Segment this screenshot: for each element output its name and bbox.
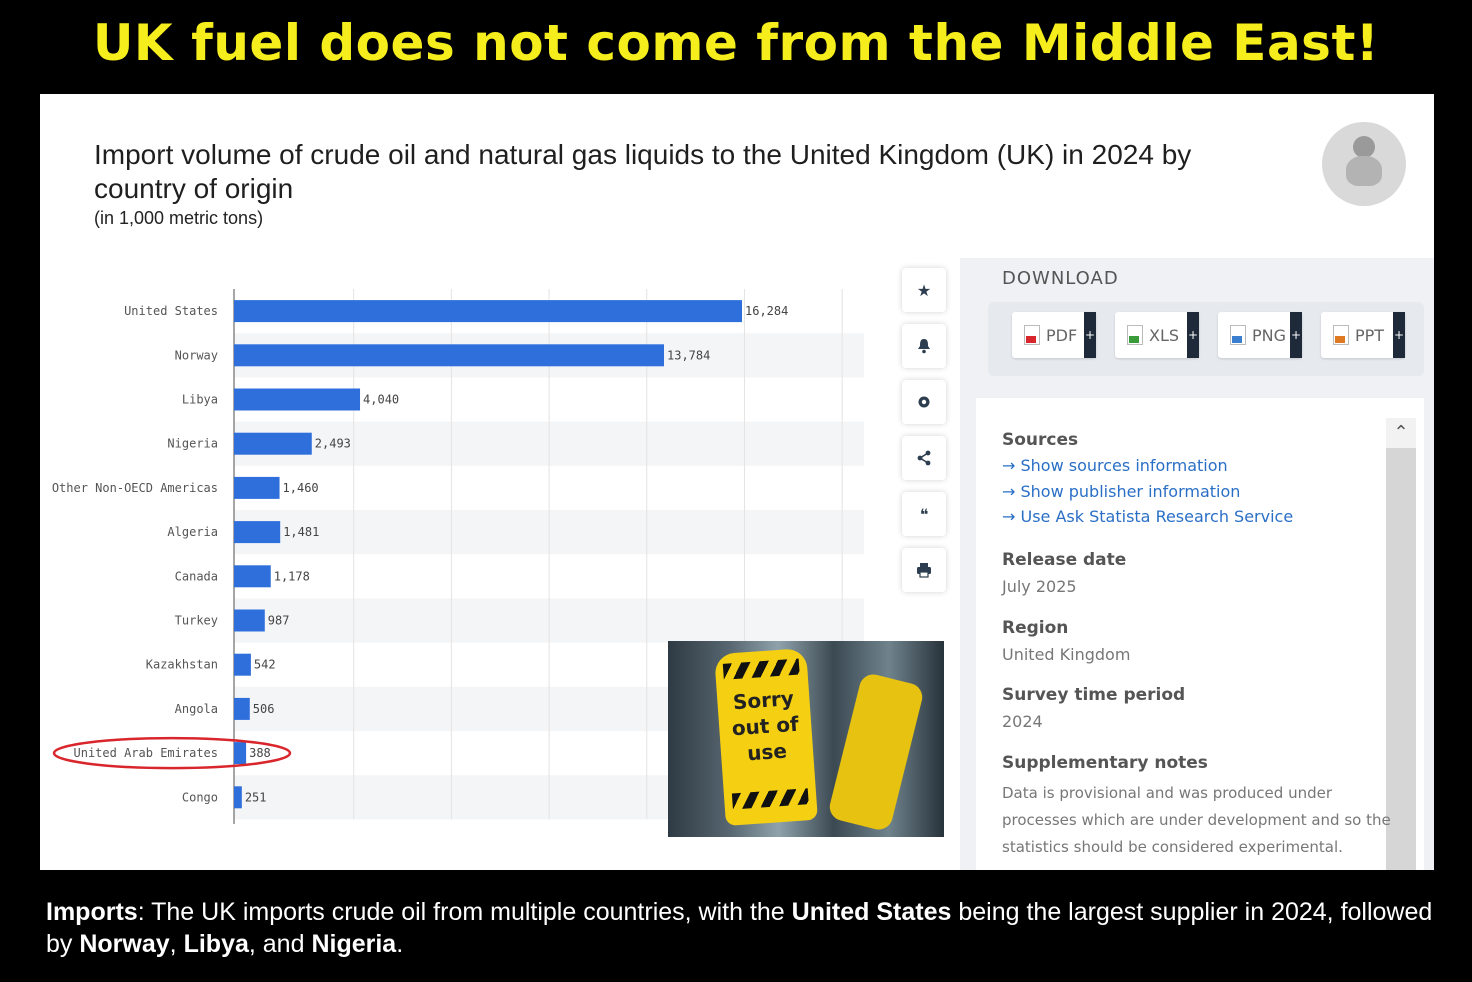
region-value: United Kingdom [1002, 645, 1131, 664]
plus-icon: + [1393, 312, 1405, 358]
region-heading: Region [1002, 618, 1069, 638]
chart-title: Import volume of crude oil and natural g… [94, 139, 1192, 204]
download-buttons: PDF + XLS + PNG + PPT + [988, 302, 1424, 376]
print-icon[interactable] [902, 548, 946, 592]
link-research-service[interactable]: → Use Ask Statista Research Service [1002, 507, 1294, 526]
category-label: Congo [182, 790, 218, 804]
survey-heading: Survey time period [1002, 685, 1186, 705]
chart-subtitle: (in 1,000 metric tons) [94, 208, 264, 228]
download-png-button[interactable]: PNG + [1218, 312, 1302, 358]
chart-toolbar: ★ ❝ [902, 268, 946, 604]
category-label: Algeria [167, 525, 218, 539]
value-label: 542 [254, 658, 276, 672]
download-title: DOWNLOAD [1002, 268, 1119, 289]
bar-congo[interactable] [234, 786, 242, 809]
quote-icon[interactable]: ❝ [902, 492, 946, 536]
fuel-pump-photo: Sorry out of use [668, 641, 944, 837]
second-sign [826, 671, 926, 833]
pdf-file-icon [1024, 325, 1040, 345]
link-sources-info[interactable]: → Show sources information [1002, 456, 1228, 475]
category-label: Norway [175, 348, 218, 362]
side-panel: DOWNLOAD PDF + XLS + PNG + PPT + [960, 258, 1434, 870]
scrollbar[interactable]: ⌃ [1386, 418, 1416, 870]
category-label: Canada [175, 569, 218, 583]
category-label: Nigeria [167, 437, 218, 451]
bell-icon[interactable] [902, 324, 946, 368]
bar-angola[interactable] [234, 697, 250, 720]
chevron-up-icon[interactable]: ⌃ [1386, 418, 1416, 448]
gear-icon[interactable] [902, 380, 946, 424]
value-label: 2,493 [315, 437, 351, 451]
chart-panel: Import volume of crude oil and natural g… [40, 94, 1434, 870]
png-file-icon [1230, 325, 1246, 345]
plus-icon: + [1290, 312, 1302, 358]
category-label: United Arab Emirates [74, 746, 219, 760]
xls-file-icon [1127, 325, 1143, 345]
value-label: 506 [253, 702, 275, 716]
survey-value: 2024 [1002, 712, 1043, 731]
release-heading: Release date [1002, 550, 1127, 570]
bar-turkey[interactable] [234, 609, 265, 632]
highlight-ellipse [52, 736, 292, 770]
sources-heading: Sources [1002, 430, 1079, 450]
value-label: 1,481 [283, 525, 319, 539]
download-pdf-button[interactable]: PDF + [1012, 312, 1096, 358]
bar-algeria[interactable] [234, 521, 281, 544]
bar-norway[interactable] [234, 344, 665, 367]
link-publisher-info[interactable]: → Show publisher information [1002, 482, 1241, 501]
category-label: Angola [175, 702, 218, 716]
category-label: United States [124, 304, 218, 318]
bar-libya[interactable] [234, 388, 361, 411]
ppt-file-icon [1333, 325, 1349, 345]
category-label: Kazakhstan [146, 658, 218, 672]
plus-icon: + [1187, 312, 1199, 358]
value-label: 251 [245, 790, 267, 804]
plus-icon: + [1084, 312, 1096, 358]
bar-united-states[interactable] [234, 300, 742, 323]
caption: Imports: The UK imports crude oil from m… [46, 898, 1433, 958]
category-label: Other Non-OECD Americas [52, 481, 218, 495]
download-ppt-button[interactable]: PPT + [1321, 312, 1405, 358]
value-label: 16,284 [745, 304, 788, 318]
out-of-use-sign: Sorry out of use [714, 648, 818, 826]
download-xls-button[interactable]: XLS + [1115, 312, 1199, 358]
star-icon[interactable]: ★ [902, 268, 946, 312]
release-value: July 2025 [1002, 577, 1077, 596]
headline: UK fuel does not come from the Middle Ea… [92, 14, 1380, 72]
value-label: 4,040 [363, 393, 399, 407]
bar-canada[interactable] [234, 565, 271, 588]
info-box: ⌃ Sources → Show sources information → S… [976, 398, 1424, 870]
value-label: 13,784 [667, 348, 710, 362]
notes-heading: Supplementary notes [1002, 753, 1208, 773]
category-label: Libya [182, 393, 218, 407]
bar-united-arab-emirates[interactable] [234, 742, 247, 765]
notes-value: Data is provisional and was produced und… [1002, 784, 1391, 856]
bar-nigeria[interactable] [234, 432, 312, 455]
bar-other-non-oecd-americas[interactable] [234, 476, 280, 499]
value-label: 1,178 [274, 569, 310, 583]
avatar-logo [1322, 122, 1406, 206]
value-label: 987 [268, 614, 290, 628]
value-label: 1,460 [283, 481, 319, 495]
bar-kazakhstan[interactable] [234, 653, 251, 676]
value-label: 388 [249, 746, 271, 760]
sign-text: Sorry out of use [730, 685, 800, 766]
category-label: Turkey [175, 614, 218, 628]
share-icon[interactable] [902, 436, 946, 480]
